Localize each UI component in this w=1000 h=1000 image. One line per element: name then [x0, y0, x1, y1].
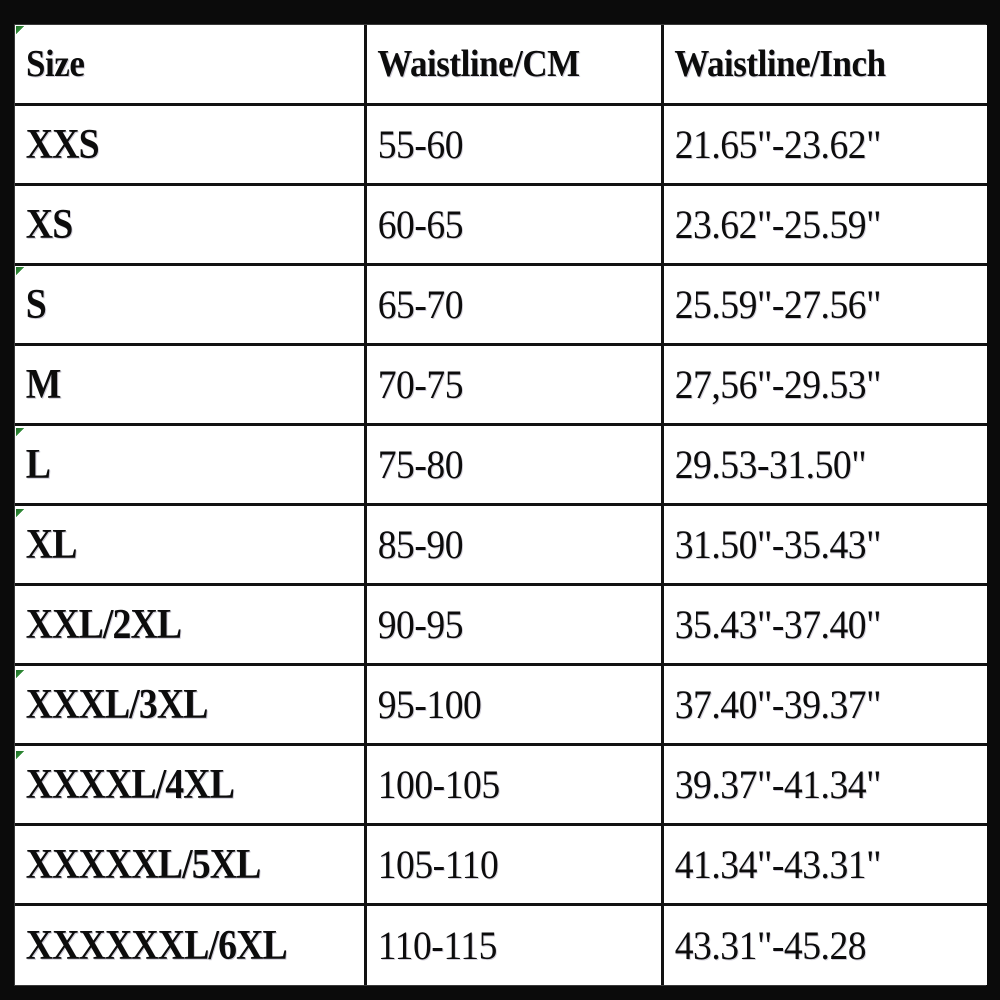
cell-size: S	[15, 264, 332, 347]
cell-size: M	[15, 344, 332, 427]
table-header: Size Waistline/CM Waistline/Inch	[15, 25, 987, 106]
cell-cm: 85-90	[365, 504, 646, 587]
column-header-cm: Waistline/CM	[365, 25, 640, 106]
cell-size: XXXXXL/5XL	[15, 824, 332, 907]
cell-size: L	[15, 424, 332, 507]
table-row: XXXL/3XL 95-100 37.40"-39.37"	[15, 664, 987, 747]
cell-cm: 105-110	[365, 824, 646, 907]
cell-size: XXS	[15, 104, 332, 187]
table-row: XXXXXL/5XL 105-110 41.34"-43.31"	[15, 824, 987, 907]
table-row: XXXXXXL/6XL 110-115 43.31"-45.28	[15, 904, 987, 985]
cell-cm: 95-100	[365, 664, 646, 747]
cell-inch: 39.37"-41.34"	[662, 744, 968, 827]
cell-inch: 21.65"-23.62"	[662, 104, 968, 187]
cell-cm: 65-70	[365, 264, 646, 347]
column-header-inch: Waistline/Inch	[662, 25, 961, 106]
cell-cm: 60-65	[365, 184, 646, 267]
table-body: XXS 55-60 21.65"-23.62" XS 60-65 23.62"-…	[15, 104, 987, 985]
table-row: M 70-75 27,56"-29.53"	[15, 344, 987, 427]
table-row: XXS 55-60 21.65"-23.62"	[15, 104, 987, 187]
cell-inch: 37.40"-39.37"	[662, 664, 968, 747]
table-row: L 75-80 29.53-31.50"	[15, 424, 987, 507]
table-row: XS 60-65 23.62"-25.59"	[15, 184, 987, 267]
cell-inch: 31.50"-35.43"	[662, 504, 968, 587]
cell-cm: 100-105	[365, 744, 646, 827]
cell-cm: 70-75	[365, 344, 646, 427]
table-row: S 65-70 25.59"-27.56"	[15, 264, 987, 347]
cell-size: XXXL/3XL	[15, 664, 332, 747]
table-row: XXL/2XL 90-95 35.43"-37.40"	[15, 584, 987, 667]
cell-size: XXXXL/4XL	[15, 744, 332, 827]
cell-cm: 75-80	[365, 424, 646, 507]
size-chart-table: Size Waistline/CM Waistline/Inch XXS 55-…	[15, 25, 987, 985]
cell-inch: 25.59"-27.56"	[662, 264, 968, 347]
cell-cm: 110-115	[365, 904, 646, 985]
cell-size: XXXXXXL/6XL	[15, 904, 332, 985]
header-row: Size Waistline/CM Waistline/Inch	[15, 25, 987, 106]
cell-inch: 43.31"-45.28	[662, 904, 968, 985]
cell-size: XXL/2XL	[15, 584, 332, 667]
cell-inch: 35.43"-37.40"	[662, 584, 968, 667]
cell-cm: 90-95	[365, 584, 646, 667]
cell-size: XL	[15, 504, 332, 587]
table-row: XXXXL/4XL 100-105 39.37"-41.34"	[15, 744, 987, 827]
cell-inch: 23.62"-25.59"	[662, 184, 968, 267]
column-header-size: Size	[15, 25, 339, 106]
cell-inch: 41.34"-43.31"	[662, 824, 968, 907]
cell-inch: 27,56"-29.53"	[662, 344, 968, 427]
cell-inch: 29.53-31.50"	[662, 424, 968, 507]
cell-size: XS	[15, 184, 332, 267]
size-chart-sheet: Size Waistline/CM Waistline/Inch XXS 55-…	[14, 24, 987, 986]
cell-cm: 55-60	[365, 104, 646, 187]
table-row: XL 85-90 31.50"-35.43"	[15, 504, 987, 587]
